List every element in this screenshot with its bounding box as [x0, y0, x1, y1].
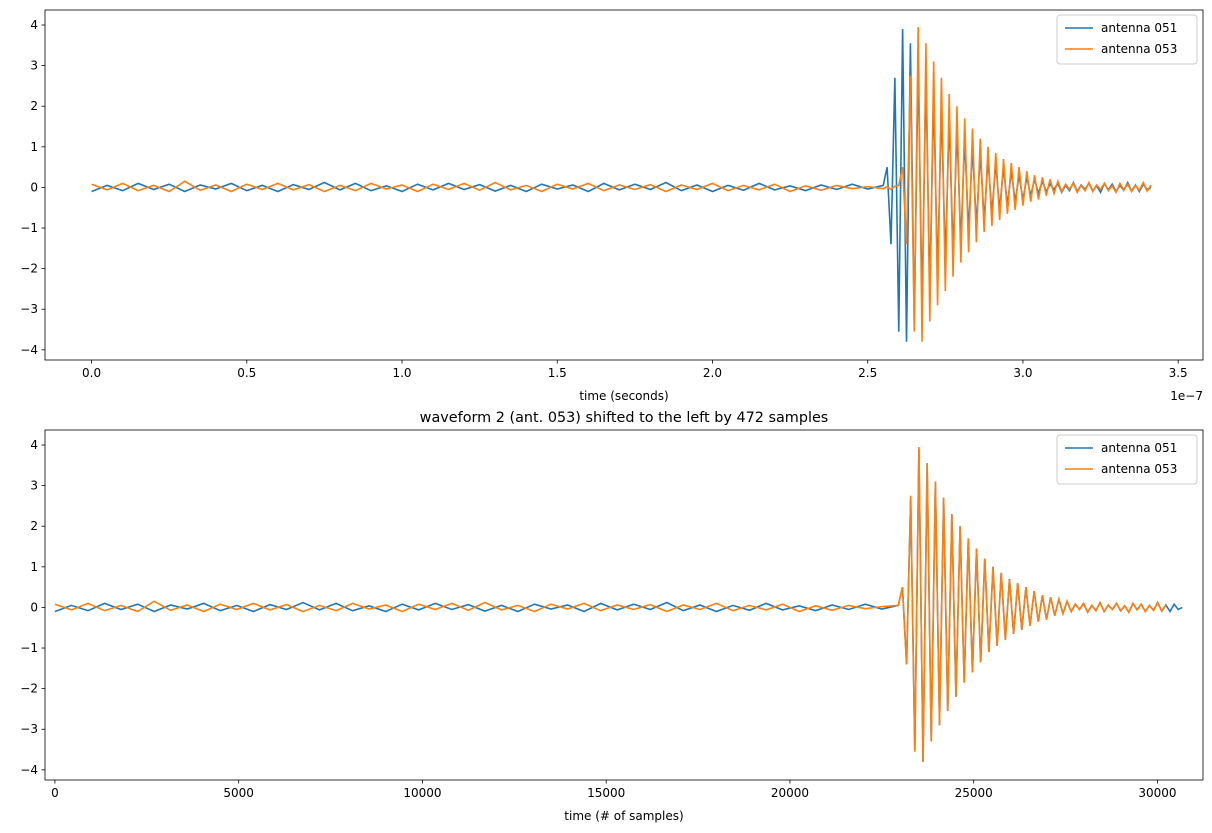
y-tick-label: 3 — [30, 59, 38, 73]
legend-label: antenna 053 — [1101, 42, 1177, 56]
x-tick-label: 10000 — [403, 786, 441, 800]
y-tick-label: 2 — [30, 519, 38, 533]
y-tick-label: 1 — [30, 560, 38, 574]
x-tick-label: 2.5 — [858, 366, 877, 380]
y-tick-label: 1 — [30, 140, 38, 154]
y-tick-label: −4 — [20, 763, 38, 777]
x-axis-label: time (seconds) — [579, 389, 668, 403]
legend-label: antenna 051 — [1101, 441, 1177, 455]
x-tick-label: 25000 — [955, 786, 993, 800]
axes-frame — [44, 9, 1204, 361]
y-tick-label: 0 — [30, 600, 38, 614]
y-tick-label: 2 — [30, 99, 38, 113]
x-tick-label: 20000 — [771, 786, 809, 800]
series-line — [54, 447, 1167, 762]
x-offset-label: 1e−7 — [1170, 389, 1203, 403]
y-tick-label: −4 — [20, 343, 38, 357]
y-tick-label: 0 — [30, 180, 38, 194]
y-tick-label: 4 — [30, 438, 38, 452]
axes-frame — [44, 429, 1204, 781]
x-tick-label: 3.5 — [1169, 366, 1188, 380]
legend-label: antenna 053 — [1101, 462, 1177, 476]
x-tick-label: 3.0 — [1013, 366, 1032, 380]
y-tick-label: −3 — [20, 302, 38, 316]
x-tick-label: 5000 — [223, 786, 254, 800]
y-tick-label: 3 — [30, 479, 38, 493]
x-tick-label: 2.0 — [703, 366, 722, 380]
x-tick-label: 0.5 — [237, 366, 256, 380]
x-tick-label: 1.5 — [548, 366, 567, 380]
x-tick-label: 1.0 — [392, 366, 411, 380]
axes-title: waveform 2 (ant. 053) shifted to the lef… — [420, 410, 829, 426]
x-tick-label: 15000 — [587, 786, 625, 800]
y-tick-label: −3 — [20, 722, 38, 736]
y-tick-label: −1 — [20, 221, 38, 235]
series-line — [91, 27, 1152, 342]
y-tick-label: 4 — [30, 18, 38, 32]
y-tick-label: −2 — [20, 682, 38, 696]
legend-label: antenna 051 — [1101, 21, 1177, 35]
x-tick-label: 30000 — [1138, 786, 1176, 800]
x-tick-label: 0.0 — [82, 366, 101, 380]
y-tick-label: −1 — [20, 641, 38, 655]
y-tick-label: −2 — [20, 262, 38, 276]
x-tick-label: 0 — [51, 786, 59, 800]
x-axis-label: time (# of samples) — [564, 809, 683, 823]
